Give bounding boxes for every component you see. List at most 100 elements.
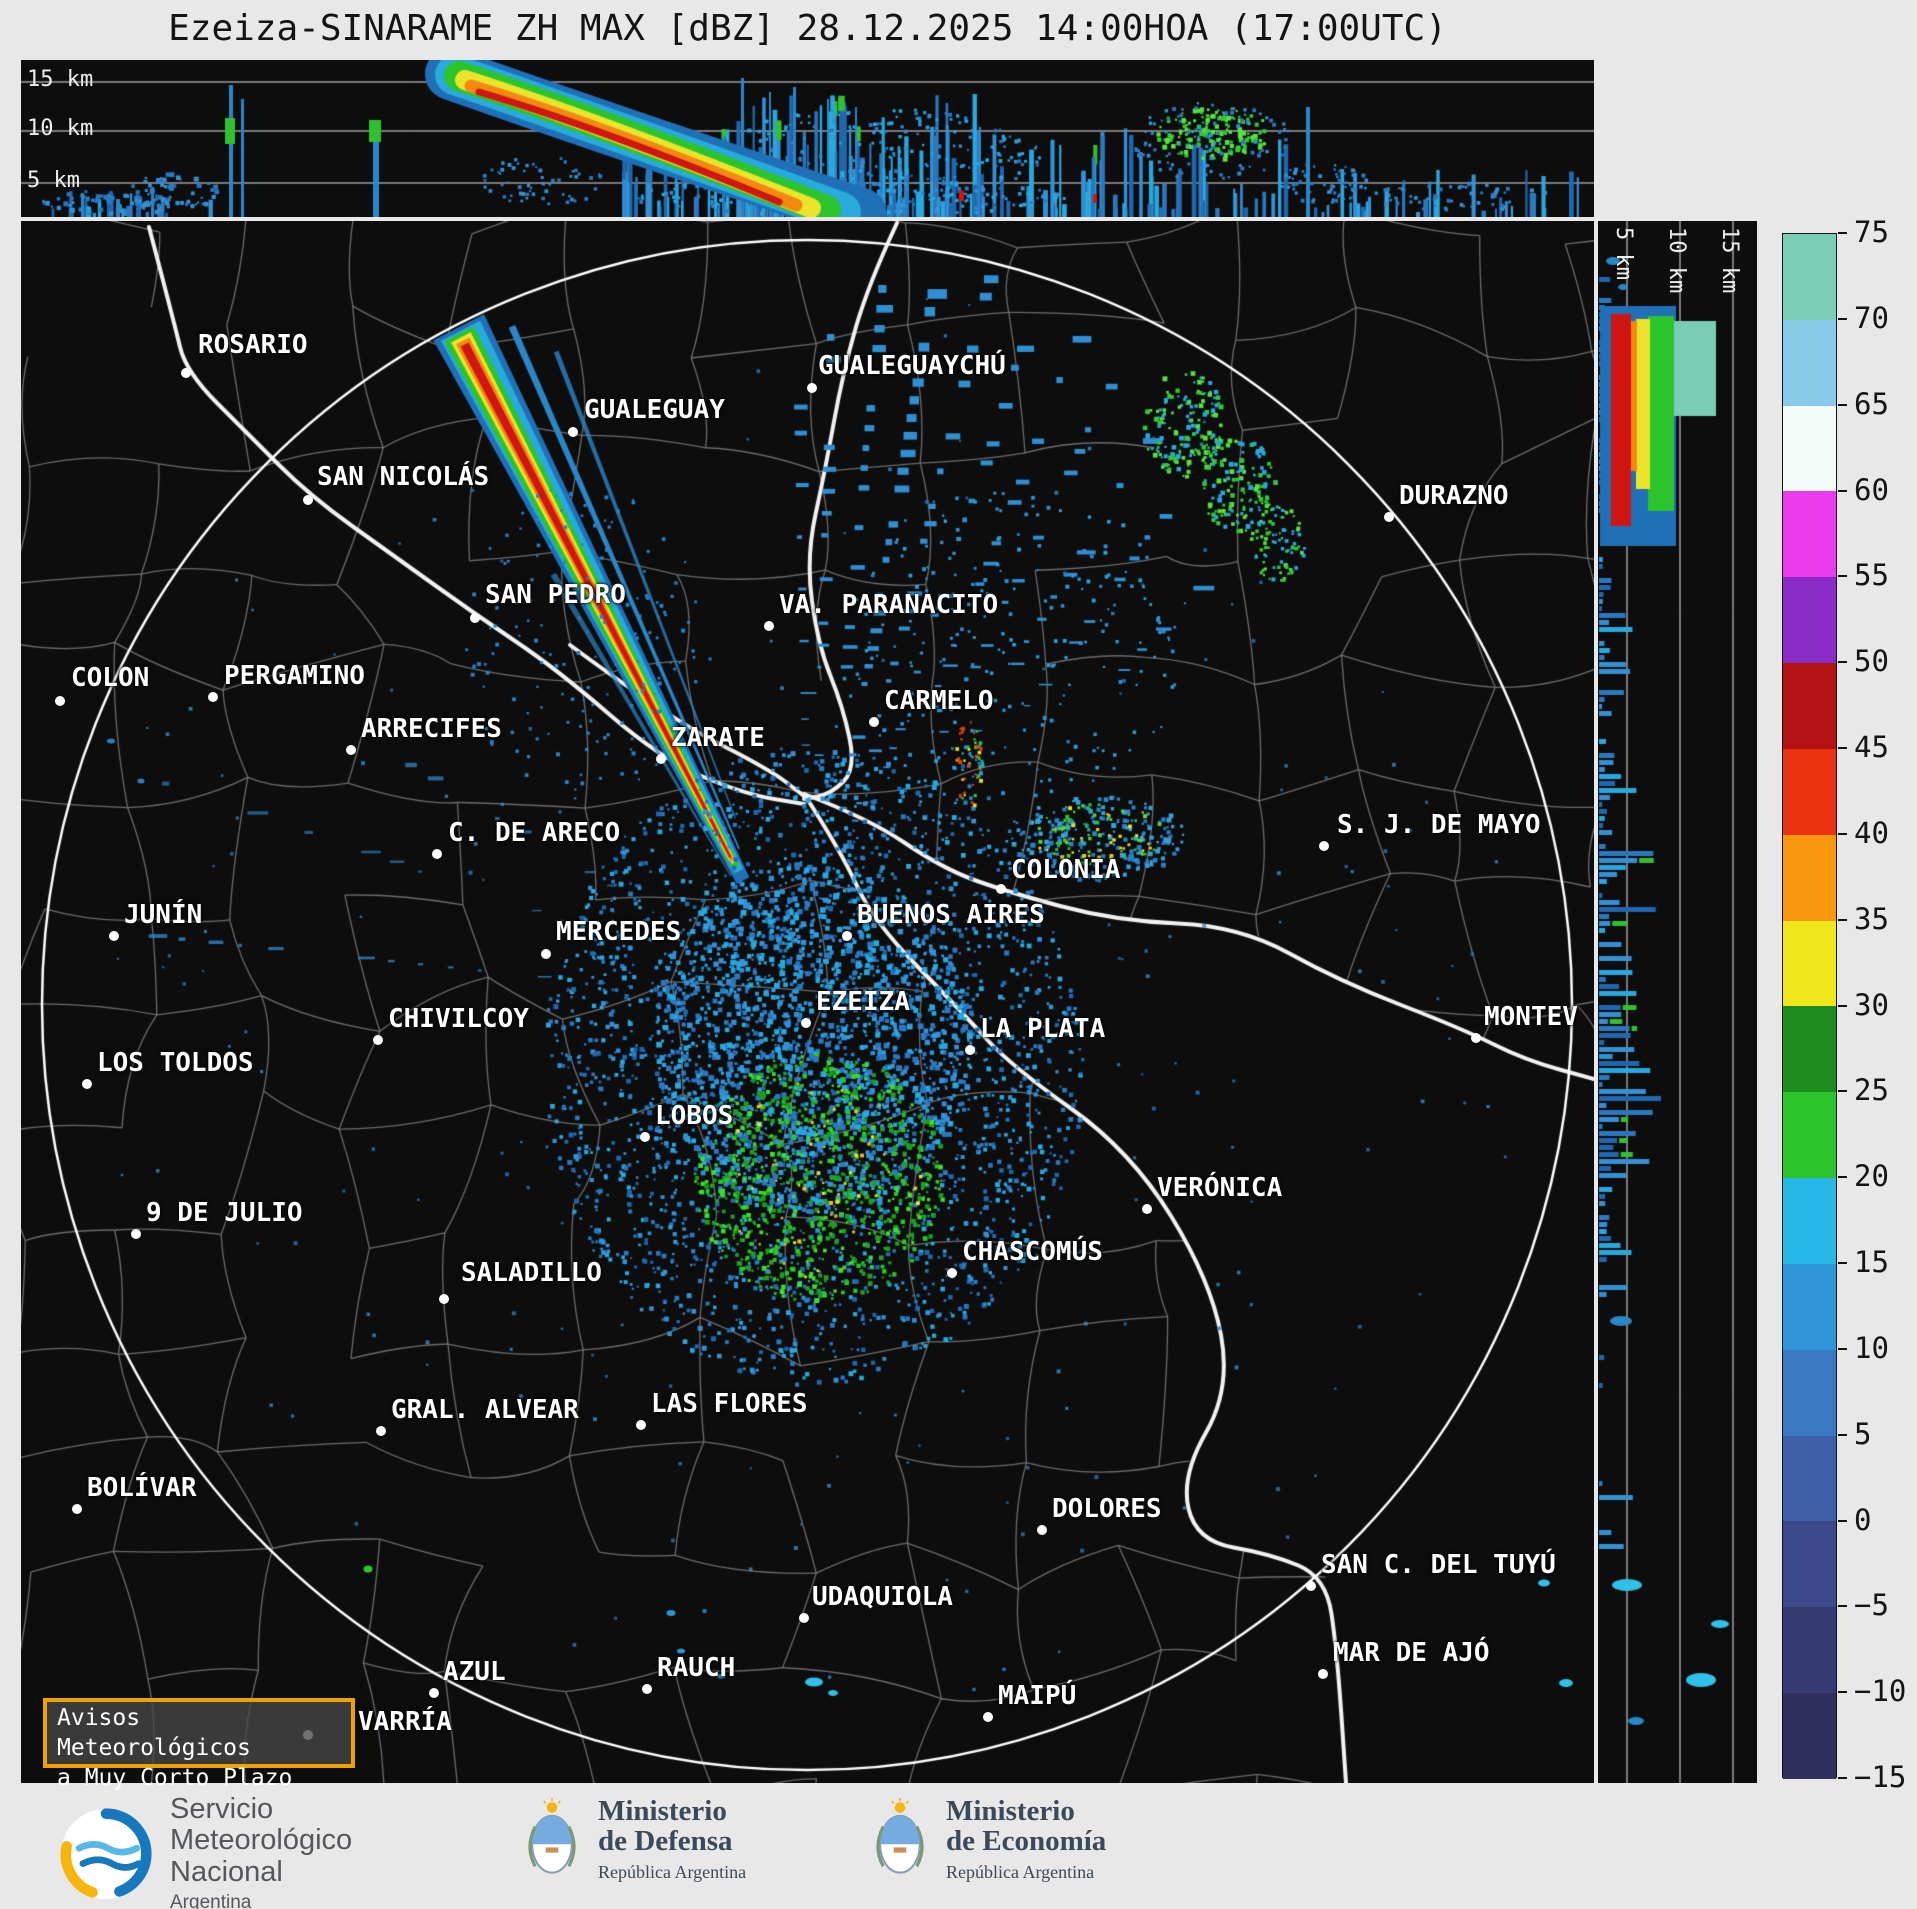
smn-line-3: Nacional	[170, 1855, 283, 1888]
colorbar-tick-mark	[1838, 232, 1847, 234]
xz-altitude-label-15km: 15 km	[27, 67, 94, 92]
city-label: COLONIA	[1011, 855, 1121, 885]
city-label: GRAL. ALVEAR	[391, 1395, 579, 1425]
city-dot	[373, 1035, 383, 1045]
colorbar-scale	[1782, 233, 1837, 1779]
smn-logo-group: Servicio Meteorológico Nacional Argentin…	[58, 1793, 352, 1909]
city-dot	[109, 931, 119, 941]
page-title: Ezeiza-SINARAME ZH MAX [dBZ] 28.12.2025 …	[168, 8, 1447, 49]
economia-title-1: Ministerio	[946, 1795, 1075, 1827]
city-dot	[1306, 1581, 1316, 1591]
city-dot	[965, 1045, 975, 1055]
city-dot	[983, 1712, 993, 1722]
city-label: ZARATE	[671, 723, 765, 753]
city-label: LAS FLORES	[651, 1389, 808, 1419]
colorbar-tick-mark	[1838, 1519, 1847, 1522]
city-label: MAR DE AJÓ	[1333, 1638, 1490, 1668]
economia-logo-group: Ministerio de Economía República Argenti…	[868, 1796, 1106, 1883]
city-label: EZEIZA	[816, 987, 910, 1017]
colorbar-segment	[1783, 1092, 1836, 1179]
city-dot	[807, 383, 817, 393]
colorbar-tick-mark	[1838, 1176, 1847, 1179]
notice-line-2: a Muy Corto Plazo	[57, 1764, 293, 1791]
city-dot	[429, 1688, 439, 1698]
city-dot	[346, 745, 356, 755]
colorbar-segment	[1783, 748, 1836, 835]
colorbar-tick-label: 65	[1854, 386, 1889, 421]
colorbar-tick-label: 25	[1854, 1073, 1889, 1108]
colorbar-tick-label: 55	[1854, 558, 1889, 593]
city-dot	[1384, 512, 1394, 522]
city-dot	[636, 1420, 646, 1430]
city-dot	[1037, 1525, 1047, 1535]
city-dot	[470, 613, 480, 623]
city-dot	[55, 696, 65, 706]
colorbar-tick-label: 45	[1854, 729, 1889, 764]
colorbar-tick-label: 10	[1854, 1330, 1889, 1365]
colorbar-tick-label: 35	[1854, 901, 1889, 936]
xz-echo-canvas	[21, 60, 1594, 217]
city-dot	[439, 1294, 449, 1304]
city-label: DOLORES	[1052, 1494, 1162, 1524]
defensa-coat-of-arms	[528, 1798, 576, 1875]
city-label: ROSARIO	[198, 330, 308, 360]
yz-echo-canvas	[1598, 221, 1757, 1783]
city-label: SALADILLO	[461, 1258, 602, 1288]
city-dot	[642, 1684, 652, 1694]
city-label: CARMELO	[884, 686, 994, 716]
city-label: LA PLATA	[980, 1014, 1106, 1044]
city-dot	[1142, 1204, 1152, 1214]
colorbar-tick-mark	[1838, 1691, 1847, 1694]
colorbar-segment	[1783, 663, 1836, 749]
city-label: JUNÍN	[124, 900, 203, 930]
colorbar-tick-mark	[1838, 1777, 1847, 1779]
economia-text: Ministerio de Economía República Argenti…	[946, 1796, 1106, 1883]
colorbar-tick-label: 30	[1854, 987, 1889, 1022]
city-label: BOLÍVAR	[87, 1473, 197, 1503]
colorbar-segment	[1783, 577, 1836, 664]
colorbar-tick-mark	[1838, 1262, 1847, 1264]
xz-altitude-label-5km: 5 km	[27, 168, 80, 193]
yz-altitude-label-10km: 10 km	[1664, 227, 1689, 294]
colorbar-segment	[1783, 1263, 1836, 1350]
smn-line-1: Servicio	[170, 1793, 274, 1825]
colorbar-tick-mark	[1838, 1090, 1847, 1093]
colorbar-tick-mark	[1838, 661, 1847, 664]
economia-subtitle: República Argentina	[946, 1861, 1095, 1882]
city-label: GUALEGUAYCHÚ	[818, 351, 1006, 381]
colorbar-tick-label: 40	[1854, 815, 1889, 850]
colorbar-tick-label: 60	[1854, 472, 1889, 507]
yz-altitude-label-5km: 5 km	[1611, 227, 1636, 280]
city-dot	[764, 621, 774, 631]
city-label: RAUCH	[657, 1653, 736, 1683]
city-label: GUALEGUAY	[584, 395, 725, 425]
economia-coat-of-arms	[876, 1798, 924, 1875]
city-label: S. J. DE MAYO	[1337, 810, 1541, 840]
footer: Servicio Meteorológico Nacional Argentin…	[0, 1788, 1917, 1909]
city-label: AZUL	[443, 1657, 506, 1687]
city-dot	[640, 1132, 650, 1142]
colorbar-tick-mark	[1838, 317, 1847, 320]
city-label: LOBOS	[655, 1101, 734, 1131]
city-label: MAIPÚ	[998, 1681, 1077, 1711]
warning-notice-box[interactable]: Avisos Meteorológicos a Muy Corto Plazo	[43, 1698, 355, 1791]
defensa-text: Ministerio de Defensa República Argentin…	[598, 1796, 746, 1883]
colorbar-segment	[1783, 834, 1836, 921]
city-label: ARRECIFES	[361, 714, 502, 744]
colorbar-tick-mark	[1838, 832, 1847, 835]
colorbar-tick-label: 0	[1854, 1502, 1872, 1537]
colorbar-segment	[1783, 1607, 1836, 1694]
reflectivity-colorbar: 75 70 65 60 55 50 45 40 35 30 25 20 15 10 5 0 −5 −10 −15	[1782, 217, 1917, 1791]
city-dot	[656, 754, 666, 764]
city-dot	[1471, 1033, 1481, 1043]
defensa-title-2: de Defensa	[598, 1825, 733, 1858]
city-label: 9 DE JULIO	[146, 1198, 303, 1228]
colorbar-tick-mark	[1838, 575, 1847, 578]
city-label: VERÓNICA	[1157, 1173, 1283, 1203]
city-dot	[842, 931, 852, 941]
city-label: CHIVILCOY	[388, 1004, 529, 1034]
city-dot	[432, 849, 442, 859]
colorbar-segment	[1783, 1693, 1836, 1779]
city-label: BUENOS AIRES	[857, 900, 1045, 930]
